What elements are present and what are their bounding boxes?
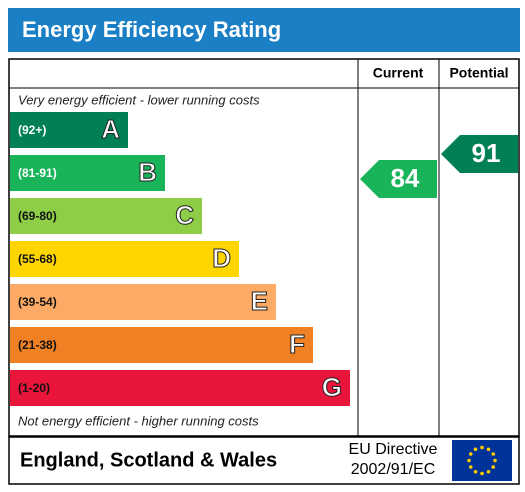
- star: [493, 458, 497, 463]
- band-range: (55-68): [18, 252, 57, 266]
- current-header: Current: [373, 65, 424, 81]
- band-letter: C: [175, 200, 194, 230]
- band: [10, 241, 239, 277]
- current-arrow: [360, 160, 437, 198]
- band: [10, 198, 202, 234]
- star: [468, 452, 473, 456]
- band-range: (92+): [18, 123, 46, 137]
- star: [468, 465, 473, 469]
- star: [480, 445, 484, 450]
- star: [473, 447, 478, 452]
- band: [10, 284, 276, 320]
- directive-line: 2002/91/EC: [351, 461, 436, 478]
- band: [10, 112, 128, 148]
- band-range: (39-54): [18, 295, 57, 309]
- band: [10, 327, 313, 363]
- band-range: (81-91): [18, 166, 57, 180]
- star: [480, 471, 484, 476]
- band: [10, 155, 165, 191]
- star: [486, 469, 491, 474]
- potential-header: Potential: [449, 65, 508, 81]
- star: [486, 447, 491, 452]
- band-letter: A: [101, 114, 120, 144]
- eu-stars: [467, 445, 497, 476]
- star: [491, 465, 496, 469]
- region: England, Scotland & Wales: [20, 449, 277, 471]
- band-range: (69-80): [18, 209, 57, 223]
- band-letter: E: [251, 286, 268, 316]
- band-letter: F: [289, 329, 305, 359]
- title: Energy Efficiency Rating: [22, 17, 281, 42]
- directive-line: EU Directive: [349, 441, 438, 458]
- footer-frame: [8, 436, 520, 485]
- title-bar: [8, 8, 520, 52]
- band-range: (1-20): [18, 381, 50, 395]
- star: [467, 458, 471, 463]
- top-note: Very energy efficient - lower running co…: [18, 92, 260, 107]
- band-letter: G: [322, 372, 342, 402]
- band-letter: D: [212, 243, 231, 273]
- star: [473, 469, 478, 474]
- potential-value: 91: [472, 138, 501, 168]
- band: [10, 370, 350, 406]
- current-value: 84: [391, 163, 420, 193]
- frame: [8, 58, 520, 437]
- band-letter: B: [138, 157, 157, 187]
- star: [491, 452, 496, 456]
- band-range: (21-38): [18, 338, 57, 352]
- potential-arrow: [441, 135, 518, 174]
- bottom-note: Not energy efficient - higher running co…: [18, 413, 259, 428]
